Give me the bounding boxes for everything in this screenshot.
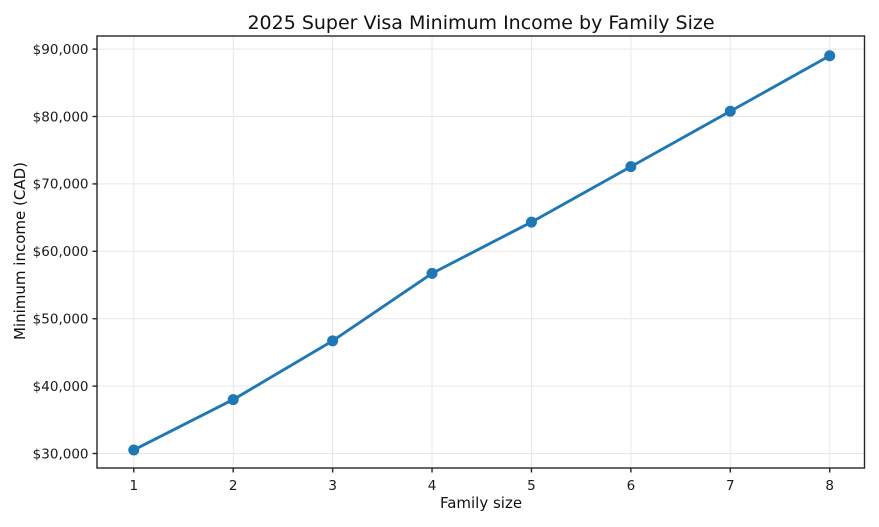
y-tick-label: $30,000 [33,446,89,462]
chart-title: 2025 Super Visa Minimum Income by Family… [247,12,714,34]
data-point [327,335,339,347]
data-point [227,394,239,406]
data-point [625,161,637,173]
y-axis-title: Minimum income (CAD) [11,162,29,340]
y-tick-label: $90,000 [33,42,89,58]
y-tick-label: $80,000 [33,109,89,125]
y-tick-label: $50,000 [33,312,89,328]
grid-layer [97,36,865,468]
series-layer [128,50,836,456]
data-point [426,267,438,279]
x-tick-label: 1 [129,478,138,494]
x-tick-label: 3 [328,478,337,494]
data-point [824,50,836,62]
y-tick-label: $60,000 [33,244,89,260]
x-tick-label: 4 [428,478,437,494]
y-tick-label: $40,000 [33,379,89,395]
data-point [525,216,537,228]
axis-layer: $30,000 $40,000 $50,000 $60,000 $70,000 $80,0… [33,35,866,494]
x-tick-label: 6 [627,478,636,494]
x-tick-label: 7 [726,478,735,494]
x-axis-title: Family size [440,494,522,512]
x-tick-label: 8 [825,478,834,494]
data-point [724,105,736,117]
data-point [128,444,140,456]
series-line [132,54,832,452]
x-tick-label: 5 [527,478,536,494]
x-tick-label: 2 [229,478,238,494]
y-tick-label: $70,000 [33,177,89,193]
